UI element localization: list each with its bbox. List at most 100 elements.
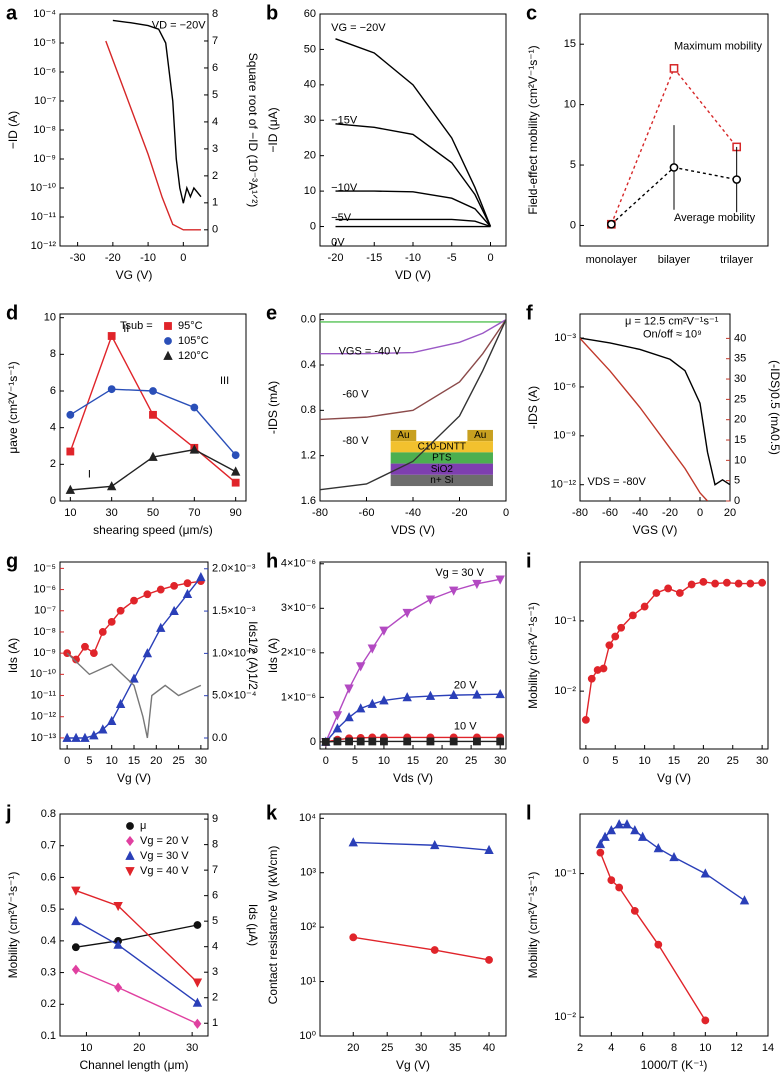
x-tick-label: -40 bbox=[405, 507, 421, 519]
legend-marker bbox=[164, 337, 172, 345]
x-tick-label: 10 bbox=[106, 755, 118, 767]
legend-marker bbox=[126, 822, 134, 830]
y-tick-label: 10⁻¹¹ bbox=[31, 211, 57, 223]
plot-frame bbox=[59, 561, 209, 750]
annotation: μ = 12.5 cm²V⁻¹s⁻¹ bbox=[625, 315, 719, 327]
y-tick-label: 0.5 bbox=[41, 903, 56, 915]
x-tick-label: 40 bbox=[483, 1042, 495, 1054]
point bbox=[170, 581, 179, 590]
y-tick-label: 0 bbox=[570, 219, 576, 231]
y2-axis-label: Ids1/2 (A)1/2 bbox=[246, 621, 260, 690]
series-label: 10 V bbox=[454, 720, 477, 732]
x-tick-label: 2 bbox=[577, 1042, 583, 1054]
y-tick-label: 10⁻² bbox=[554, 685, 576, 697]
x-tick-label: -40 bbox=[632, 507, 648, 519]
point bbox=[664, 584, 673, 593]
legend-marker bbox=[126, 835, 134, 847]
y2-tick-label: 1.0×10⁻³ bbox=[212, 647, 256, 659]
x-tick-label: 25 bbox=[465, 755, 477, 767]
y2-tick-label: 40 bbox=[734, 332, 746, 344]
annotation: On/off ≈ 10⁹ bbox=[643, 328, 702, 340]
panel: g 0 5 10 15 20 25 30 10⁻¹³ 10⁻¹² 10⁻¹¹ 10⁻¹⁰ 10⁻⁹ 10⁻… bbox=[6, 550, 260, 785]
point bbox=[65, 484, 76, 494]
point bbox=[149, 410, 157, 419]
panel: j 10 20 30 0.1 0.2 0.3 0.4 0.5 0.6 0.7 0.8 1 2 3 4 5 6 7 8 9… bbox=[5, 802, 260, 1072]
x-tick-label: 0 bbox=[180, 252, 186, 264]
layer bbox=[390, 474, 493, 487]
annotation: VDS = -80V bbox=[588, 476, 647, 488]
point bbox=[71, 915, 81, 926]
y2-tick-label: 8 bbox=[212, 8, 218, 20]
series-line bbox=[585, 581, 763, 720]
point bbox=[595, 839, 606, 849]
x-tick-label: 8 bbox=[671, 1042, 677, 1054]
point bbox=[430, 839, 440, 850]
y2-tick-label: 5.0×10⁻⁴ bbox=[212, 690, 257, 702]
x-tick-label: trilayer bbox=[720, 254, 753, 266]
point bbox=[699, 577, 708, 586]
x-tick-label: 20 bbox=[724, 507, 736, 519]
x-tick-label: 20 bbox=[150, 755, 162, 767]
series-group bbox=[321, 575, 505, 748]
point bbox=[637, 831, 648, 841]
y2-tick-label: 4 bbox=[212, 941, 218, 953]
legend-label: μ bbox=[140, 820, 146, 832]
x-tick-label: 30 bbox=[415, 1042, 427, 1054]
y-tick-label: 0.0 bbox=[301, 314, 316, 326]
point bbox=[332, 711, 343, 721]
y-tick-label: 10⁻¹² bbox=[551, 479, 577, 491]
point bbox=[485, 956, 493, 964]
y2-tick-label: 0.0 bbox=[212, 732, 227, 744]
point bbox=[732, 175, 742, 184]
y-tick-label: 1.6 bbox=[301, 495, 316, 507]
y-axis-label: Mobility (cm²V⁻¹s⁻¹) bbox=[526, 872, 540, 979]
y-tick-label: 4×10⁻⁶ bbox=[281, 558, 316, 570]
point bbox=[758, 578, 767, 587]
y-tick-label: 0.8 bbox=[301, 404, 316, 416]
point bbox=[231, 451, 240, 460]
series-line bbox=[580, 337, 709, 501]
layer-label: PTS bbox=[432, 453, 452, 464]
series-label: Vg = 30 V bbox=[435, 567, 484, 579]
layer bbox=[390, 463, 493, 475]
legend-label: Vg = 30 V bbox=[140, 850, 189, 862]
point bbox=[425, 595, 436, 605]
y-tick-label: 10 bbox=[564, 99, 576, 111]
y-tick-label: 1×10⁻⁶ bbox=[281, 691, 316, 703]
point bbox=[600, 831, 610, 841]
y2-axis-label: (-IDS)0.5 (mA0.5) bbox=[768, 360, 782, 455]
x-tick-label: 30 bbox=[195, 755, 207, 767]
x-tick-label: 14 bbox=[762, 1042, 774, 1054]
series-group bbox=[105, 19, 202, 231]
panel: a-30 -20 -10 010⁻¹²10⁻¹¹10⁻¹⁰10⁻⁹10⁻⁸10⁻⁷10… bbox=[6, 2, 260, 282]
point bbox=[113, 939, 123, 949]
plot-frame bbox=[579, 13, 769, 247]
x-tick-label: 20 bbox=[436, 755, 448, 767]
series-label: 20 V bbox=[454, 679, 477, 691]
series-line bbox=[320, 319, 506, 355]
y-axis-label: −ID (μA) bbox=[266, 107, 280, 152]
x-tick-label: -20 bbox=[105, 252, 121, 264]
series-group bbox=[581, 577, 767, 724]
series-line bbox=[353, 936, 490, 961]
layer bbox=[390, 429, 417, 442]
panel-label: k bbox=[266, 802, 278, 824]
y2-tick-label: 3 bbox=[212, 143, 218, 155]
layer bbox=[390, 441, 493, 453]
y2-tick-label: 30 bbox=[734, 373, 746, 385]
y-tick-label: 10⁻³ bbox=[554, 332, 576, 344]
x-tick-label: 25 bbox=[727, 755, 739, 767]
x-tick-label: 10 bbox=[80, 1042, 92, 1054]
x-tick-label: 10 bbox=[699, 1042, 711, 1054]
point bbox=[430, 946, 439, 954]
point bbox=[615, 883, 624, 892]
point bbox=[687, 580, 696, 589]
y2-tick-label: 0 bbox=[212, 224, 218, 236]
y-tick-label: 20 bbox=[304, 150, 316, 162]
point bbox=[129, 673, 139, 683]
series-label: -60 V bbox=[342, 388, 369, 400]
point bbox=[71, 886, 81, 896]
x-tick-label: 20 bbox=[133, 1042, 145, 1054]
point bbox=[66, 447, 75, 456]
